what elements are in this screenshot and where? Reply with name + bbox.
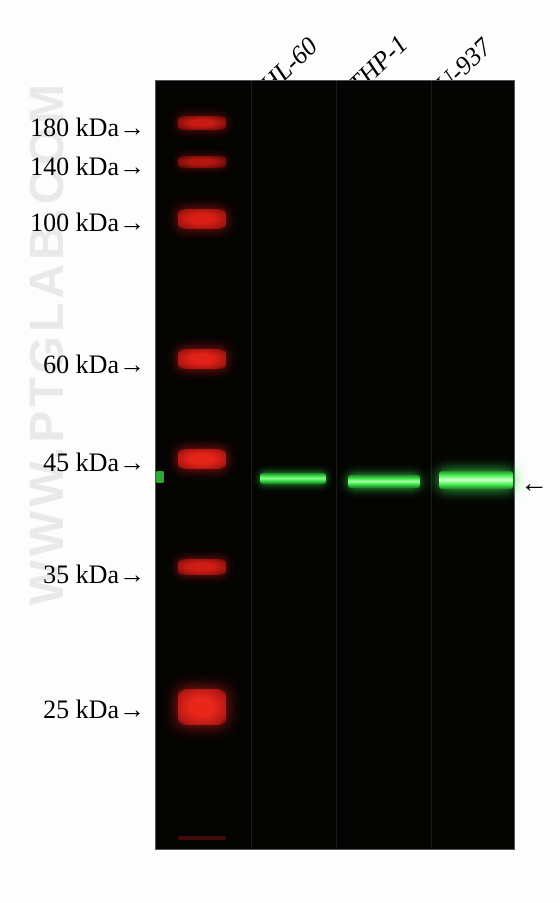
mw-label-35: 35 kDa→ <box>0 560 145 590</box>
band-u937 <box>439 471 513 489</box>
mw-label-100: 100 kDa→ <box>0 208 145 238</box>
mw-label-60: 60 kDa→ <box>0 350 145 380</box>
lane-separator <box>336 81 337 849</box>
ladder-band-35 <box>178 559 226 575</box>
ladder-band-180 <box>178 116 226 130</box>
mw-label-25: 25 kDa→ <box>0 695 145 725</box>
ladder-band-100 <box>178 209 226 229</box>
mw-label-140: 140 kDa→ <box>0 152 145 182</box>
ladder-band-60 <box>178 349 226 369</box>
ladder-band-bottom-faint <box>178 836 226 840</box>
band-hl60 <box>260 473 326 484</box>
lane-separator <box>431 81 432 849</box>
ladder-band-25 <box>178 689 226 725</box>
target-band-arrow: ← <box>520 468 548 500</box>
western-blot-membrane <box>155 80 515 850</box>
lane-separator <box>251 81 252 849</box>
ladder-band-140 <box>178 156 226 168</box>
ladder-band-45 <box>178 449 226 469</box>
mw-label-180: 180 kDa→ <box>0 113 145 143</box>
edge-artifact <box>156 471 164 483</box>
band-thp1 <box>348 475 420 488</box>
mw-label-45: 45 kDa→ <box>0 448 145 478</box>
